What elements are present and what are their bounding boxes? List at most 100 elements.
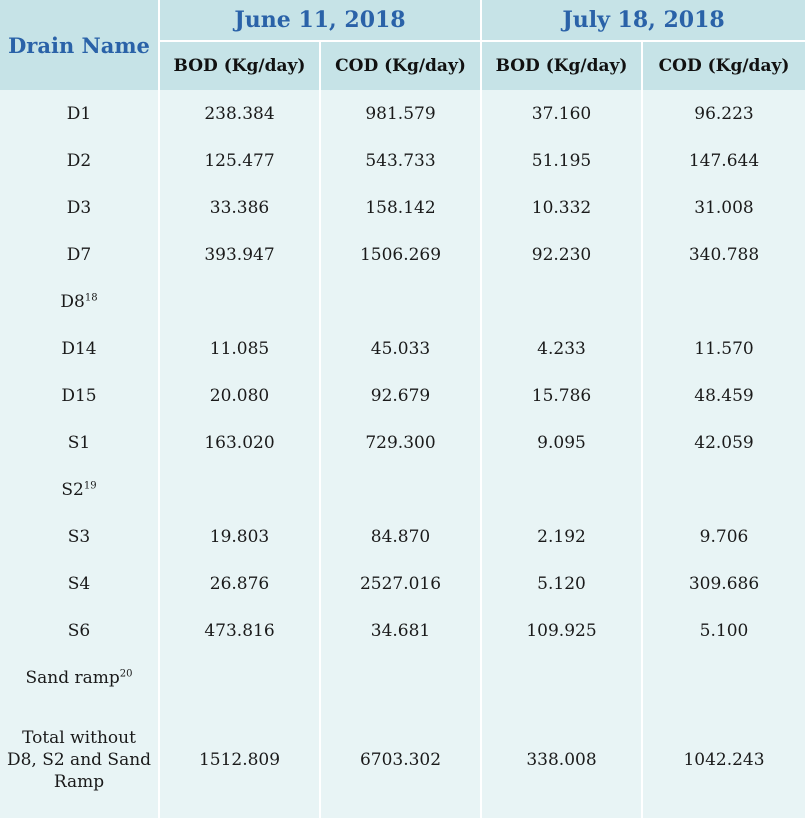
value-cell: 92.230	[482, 231, 644, 278]
drain-name-cell: D3	[0, 184, 160, 231]
value-cell	[321, 466, 483, 513]
drain-name-cell: S219	[0, 466, 160, 513]
value-cell: 48.459	[694, 385, 754, 406]
column-header: BOD (Kg/day)	[160, 42, 321, 90]
value-cell	[482, 654, 644, 701]
value-cell	[643, 654, 805, 701]
total-value: 1512.809	[160, 701, 321, 818]
value-cell: 238.384	[160, 90, 321, 137]
drain-name-cell: S6	[0, 607, 160, 654]
value-cell: 20.080	[160, 372, 321, 419]
value-cell: 729.300	[321, 419, 483, 466]
value-cell: 5.120	[482, 560, 644, 607]
value-cell: 158.142	[321, 184, 483, 231]
table-row: D14 11.085 45.033 4.233 11.570	[0, 325, 805, 372]
header-row-measures: BOD (Kg/day) COD (Kg/day) BOD (Kg/day) C…	[0, 42, 805, 90]
drain-name-cell: S3	[0, 513, 160, 560]
value-cell: 96.223	[694, 103, 754, 124]
value-cell: 11.085	[160, 325, 321, 372]
total-row: Total without D8, S2 and Sand Ramp 1512.…	[0, 701, 805, 818]
value-cell: 473.816	[160, 607, 321, 654]
drain-name-header: Drain Name	[0, 0, 160, 90]
footnote-marker: 20	[119, 667, 133, 679]
value-cell: 33.386	[160, 184, 321, 231]
value-cell	[643, 278, 805, 325]
value-cell: 51.195	[482, 137, 644, 184]
value-cell: 1506.269	[321, 231, 483, 278]
value-cell: 543.733	[321, 137, 483, 184]
value-cell: 10.332	[482, 184, 644, 231]
table-row: S3 19.803 84.870 2.192 9.706	[0, 513, 805, 560]
drain-name: D14	[61, 338, 97, 359]
drain-name-cell: D818	[0, 278, 160, 325]
table-row: Sand ramp20	[0, 654, 805, 701]
date-header-july: July 18, 2018	[482, 0, 805, 42]
table-row: S4 26.876 2527.016 5.120 309.686	[0, 560, 805, 607]
value-cell	[482, 278, 644, 325]
table-row: D15 20.080 92.679 15.786 48.459	[0, 372, 805, 419]
drain-name: S2	[61, 479, 84, 500]
value-cell: 393.947	[160, 231, 321, 278]
drain-name: D7	[66, 244, 92, 265]
drain-name: D2	[66, 150, 92, 171]
value-cell: 31.008	[694, 197, 754, 218]
drain-name: S4	[67, 573, 91, 594]
value-cell: 37.160	[482, 90, 644, 137]
table-body: D1 238.384 981.579 37.160 96.223 D2 125.477 543…	[0, 90, 805, 818]
value-cell	[321, 654, 483, 701]
table-row: D1 238.384 981.579 37.160 96.223	[0, 90, 805, 137]
drain-name-cell: Sand ramp20	[0, 654, 160, 701]
table-row: D3 33.386 158.142 10.332 31.008	[0, 184, 805, 231]
value-cell: 19.803	[160, 513, 321, 560]
total-label-line: Ramp	[53, 771, 105, 792]
date-header-june: June 11, 2018	[160, 0, 483, 42]
total-label-line: Total without	[22, 727, 136, 748]
total-label-line: D8, S2 and Sand	[6, 749, 152, 770]
value-cell: 981.579	[321, 90, 483, 137]
drain-name: S6	[67, 620, 91, 641]
total-value: 6703.302	[321, 701, 483, 818]
value-cell: 4.233	[482, 325, 644, 372]
value-cell: 147.644	[688, 150, 760, 171]
total-label: Total without D8, S2 and Sand Ramp	[0, 701, 160, 818]
value-cell: 84.870	[321, 513, 483, 560]
drain-name-cell: D7	[0, 231, 160, 278]
table-row: S1 163.020 729.300 9.095 42.059	[0, 419, 805, 466]
total-value: 1042.243	[683, 749, 765, 770]
drain-name-cell: S4	[0, 560, 160, 607]
drain-name: S3	[67, 526, 91, 547]
table-row: S6 473.816 34.681 109.925 5.100	[0, 607, 805, 654]
table-row: D7 393.947 1506.269 92.230 340.788	[0, 231, 805, 278]
drain-name: D8	[60, 291, 85, 312]
value-cell: 125.477	[160, 137, 321, 184]
value-cell: 15.786	[482, 372, 644, 419]
value-cell: 11.570	[694, 338, 754, 359]
value-cell: 42.059	[694, 432, 754, 453]
table-row: S219	[0, 466, 805, 513]
drain-name: Sand ramp	[25, 667, 120, 688]
footnote-marker: 19	[83, 479, 97, 491]
table-row: D818	[0, 278, 805, 325]
value-cell	[160, 278, 321, 325]
footnote-marker: 18	[84, 291, 98, 303]
value-cell: 92.679	[321, 372, 483, 419]
value-cell: 9.706	[699, 526, 749, 547]
value-cell	[160, 466, 321, 513]
drain-name: D15	[61, 385, 97, 406]
value-cell: 309.686	[688, 573, 760, 594]
value-cell: 45.033	[321, 325, 483, 372]
value-cell: 2527.016	[321, 560, 483, 607]
drain-name-cell: D1	[0, 90, 160, 137]
drain-name-cell: S1	[0, 419, 160, 466]
value-cell: 9.095	[482, 419, 644, 466]
value-cell: 26.876	[160, 560, 321, 607]
value-cell: 2.192	[482, 513, 644, 560]
header-row-dates: Drain Name June 11, 2018 July 18, 2018	[0, 0, 805, 90]
column-header: COD (Kg/day)	[643, 42, 805, 90]
drain-name: S1	[67, 432, 91, 453]
drain-name: D3	[66, 197, 92, 218]
value-cell	[160, 654, 321, 701]
value-cell: 163.020	[160, 419, 321, 466]
total-value: 338.008	[482, 701, 644, 818]
